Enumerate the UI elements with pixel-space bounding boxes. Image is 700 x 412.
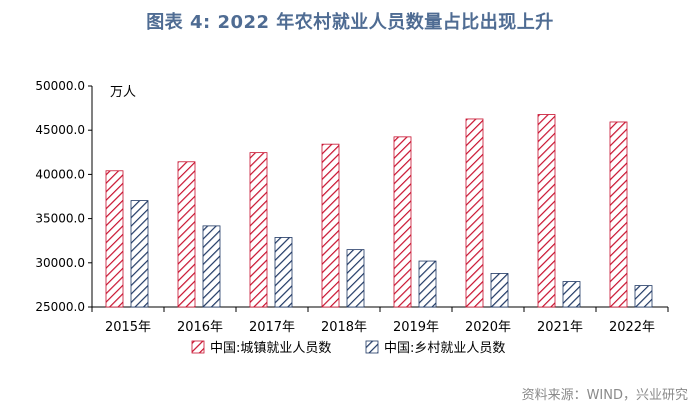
- bar: [202, 225, 221, 308]
- y-tick-label: 45000.0: [35, 123, 85, 137]
- legend-swatch: [191, 340, 205, 354]
- y-tick-label: 30000.0: [35, 256, 85, 270]
- x-tick-label: 2021年: [537, 320, 583, 335]
- y-tick-label: 35000.0: [35, 212, 85, 226]
- bar: [274, 237, 293, 308]
- x-tick-label: 2016年: [177, 320, 223, 335]
- y-unit-label: 万人: [110, 85, 136, 100]
- legend-swatch: [365, 340, 379, 354]
- bar: [249, 152, 268, 308]
- y-tick-label: 25000.0: [35, 300, 85, 314]
- bar: [393, 136, 412, 308]
- x-tick-label: 2020年: [465, 320, 511, 335]
- bar: [105, 170, 124, 308]
- x-tick-label: 2022年: [609, 320, 655, 335]
- bar: [562, 281, 581, 308]
- bar: [321, 143, 340, 308]
- legend-label: 中国:城镇就业人员数: [210, 341, 331, 356]
- bar: [490, 273, 509, 308]
- x-tick-label: 2015年: [105, 320, 151, 335]
- legend-label: 中国:乡村就业人员数: [384, 341, 505, 356]
- y-tick-label: 40000.0: [35, 167, 85, 181]
- bar: [418, 260, 437, 308]
- bar: [130, 200, 149, 308]
- bar: [537, 114, 556, 308]
- bar: [177, 161, 196, 308]
- bar: [634, 285, 653, 308]
- bar: [346, 249, 365, 308]
- bar: [465, 118, 484, 308]
- x-tick-label: 2018年: [321, 320, 367, 335]
- x-tick-label: 2019年: [393, 320, 439, 335]
- chart-title: 图表 4: 2022 年农村就业人员数量占比出现上升: [146, 12, 554, 33]
- x-tick-label: 2017年: [249, 320, 295, 335]
- bar: [609, 121, 628, 308]
- y-tick-label: 50000.0: [35, 79, 85, 93]
- source-note: 资料来源：WIND，兴业研究: [521, 388, 688, 403]
